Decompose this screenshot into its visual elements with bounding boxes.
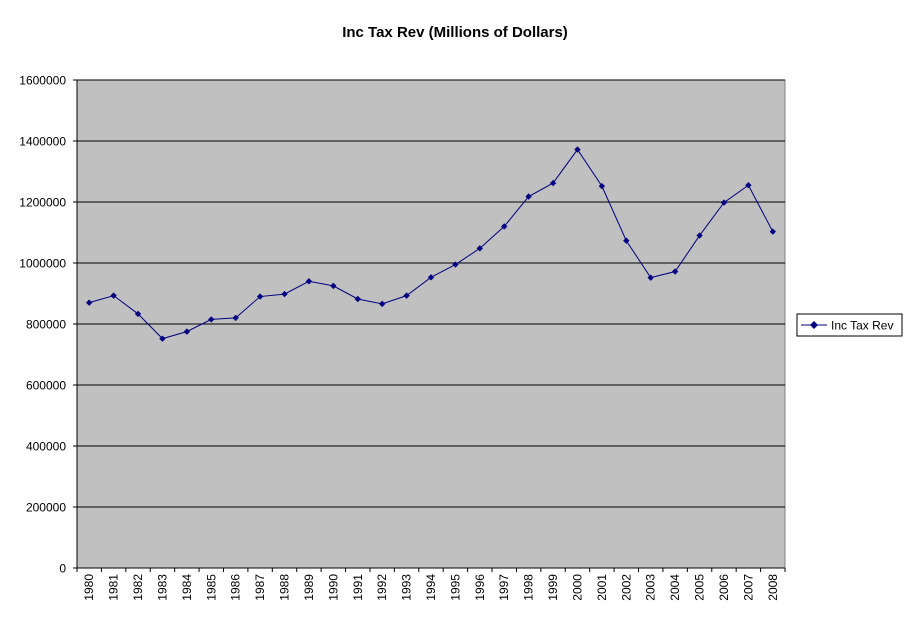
x-tick-label: 1986 xyxy=(229,574,243,601)
chart-title: Inc Tax Rev (Millions of Dollars) xyxy=(342,24,568,41)
legend: Inc Tax Rev xyxy=(796,313,903,337)
x-tick-label: 1998 xyxy=(522,574,536,601)
x-tick-label: 2005 xyxy=(693,574,707,601)
data-point xyxy=(720,199,728,206)
x-tick-label: 1980 xyxy=(82,574,96,601)
data-point xyxy=(378,300,386,308)
x-tick-label: 2002 xyxy=(619,574,633,601)
data-point xyxy=(330,282,337,290)
y-tick-label: 600000 xyxy=(26,379,66,393)
data-point xyxy=(281,290,288,298)
y-tick-label: 0 xyxy=(59,562,66,576)
y-tick-label: 1400000 xyxy=(19,135,66,149)
x-tick-label: 2001 xyxy=(595,574,609,601)
data-point xyxy=(134,310,142,318)
y-tick-label: 1000000 xyxy=(19,257,66,271)
x-tick-label: 1983 xyxy=(155,574,169,601)
data-point xyxy=(86,299,93,306)
legend-box xyxy=(796,313,903,337)
data-point xyxy=(745,182,752,189)
data-point xyxy=(549,179,557,187)
x-tick-label: 1981 xyxy=(107,574,121,601)
data-point xyxy=(305,278,313,285)
data-point xyxy=(501,223,508,230)
x-tick-label: 2008 xyxy=(766,574,780,601)
series xyxy=(86,146,776,342)
x-tick-label: 1991 xyxy=(351,574,365,601)
y-tick-labels: 0 200000 400000 600000 800000 1000000 1200000 1… xyxy=(19,74,66,576)
legend-label: Inc Tax Rev xyxy=(831,319,893,333)
x-tick-label: 1982 xyxy=(131,574,145,601)
y-tick-label: 200000 xyxy=(26,501,66,515)
y-tick-label: 1600000 xyxy=(19,74,66,88)
data-point xyxy=(256,293,264,300)
x-tick-label: 1989 xyxy=(302,574,316,601)
x-tick-label: 2004 xyxy=(668,574,682,601)
data-point xyxy=(403,292,410,299)
x-tick-label: 1990 xyxy=(326,574,340,601)
x-tick-label: 1993 xyxy=(400,574,414,601)
x-tick-label: 1988 xyxy=(278,574,292,601)
x-tick-label: 2000 xyxy=(570,574,584,601)
y-tick-label: 800000 xyxy=(26,318,66,332)
data-point xyxy=(598,182,606,190)
data-point xyxy=(647,274,654,281)
axes xyxy=(73,79,786,572)
y-tick-label: 400000 xyxy=(26,440,66,454)
data-point xyxy=(354,295,361,303)
x-tick-label: 1985 xyxy=(204,574,218,601)
data-point xyxy=(671,268,679,275)
x-tick-label: 1992 xyxy=(375,574,389,601)
x-tick-label: 1994 xyxy=(424,574,438,601)
data-point xyxy=(110,292,117,299)
data-point xyxy=(574,146,581,153)
x-tick-label: 2003 xyxy=(644,574,658,601)
x-tick-label: 1984 xyxy=(180,574,194,601)
data-point xyxy=(623,237,630,244)
data-point xyxy=(769,228,776,235)
x-tick-labels: 1980 1981 1982 1983 1984 1985 1986 1987 1988 1989… xyxy=(82,574,780,601)
data-point xyxy=(208,316,215,323)
data-point xyxy=(525,193,532,200)
data-point xyxy=(183,328,191,335)
data-point xyxy=(232,314,239,322)
y-tick-label: 1200000 xyxy=(19,196,66,210)
x-tick-label: 1999 xyxy=(546,574,560,601)
data-point xyxy=(427,274,435,281)
data-point xyxy=(476,245,484,252)
x-tick-label: 1996 xyxy=(473,574,487,601)
gridlines xyxy=(77,79,785,508)
data-point xyxy=(452,261,459,268)
x-tick-label: 2007 xyxy=(741,574,755,601)
data-point xyxy=(159,335,166,342)
x-tick-label: 2006 xyxy=(717,574,731,601)
x-tick-label: 1995 xyxy=(448,574,462,601)
x-tick-label: 1987 xyxy=(253,574,267,601)
data-point xyxy=(696,232,703,239)
legend-marker-icon xyxy=(810,321,818,329)
x-tick-label: 1997 xyxy=(497,574,511,601)
